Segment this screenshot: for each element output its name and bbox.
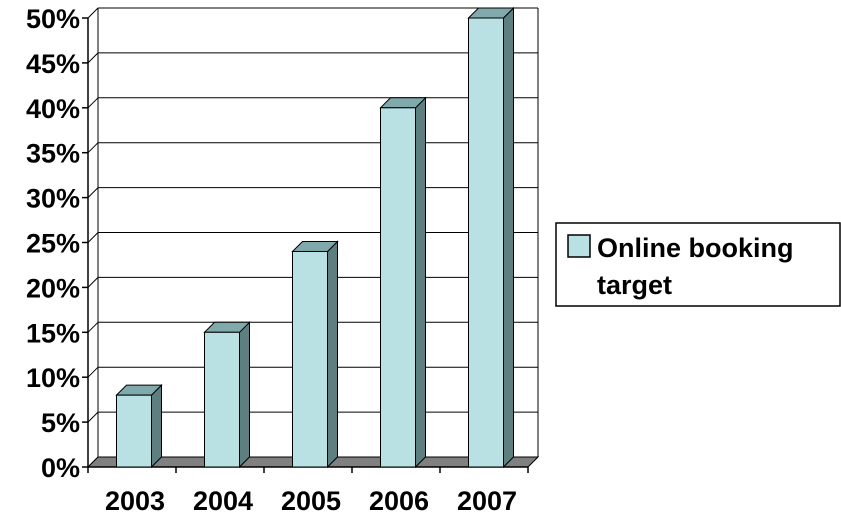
y-tick-label: 5% xyxy=(41,408,80,438)
y-tick-label: 0% xyxy=(41,453,80,483)
x-tick-label: 2003 xyxy=(105,486,165,516)
gridline-diagonal xyxy=(87,321,99,333)
x-tick-labels: 2003 2004 2005 2006 2007 xyxy=(105,486,517,516)
gridline-diagonal xyxy=(87,232,99,243)
y-tick-label: 50% xyxy=(26,4,80,34)
legend-box xyxy=(555,222,841,307)
x-tick-label: 2004 xyxy=(193,486,253,516)
y-tick-label: 15% xyxy=(26,318,80,348)
gridline-diagonal xyxy=(87,142,99,154)
y-tick-label: 30% xyxy=(26,184,80,214)
y-tick-label: 35% xyxy=(26,139,80,169)
gridline-diagonal xyxy=(87,52,99,64)
legend-label-line2: target xyxy=(597,270,672,300)
bar xyxy=(291,240,339,469)
x-tick-label: 2005 xyxy=(281,486,341,516)
gridline-diagonal xyxy=(87,97,99,109)
y-tick-label: 40% xyxy=(26,94,80,124)
bar xyxy=(467,6,515,469)
bar-front xyxy=(380,107,416,468)
bar-side xyxy=(239,321,250,469)
bar xyxy=(115,383,163,469)
bar-front xyxy=(204,331,240,468)
bar-front xyxy=(116,394,152,468)
bar-side xyxy=(415,96,426,469)
gridline-diagonal xyxy=(87,7,99,19)
gridline-diagonal xyxy=(87,187,99,198)
y-tick-label: 45% xyxy=(26,49,80,79)
bar-front xyxy=(468,17,504,468)
y-tick-label: 20% xyxy=(26,273,80,303)
y-tick-labels: 0% 5% 10% 15% 20% 25% 30% 35% 40% 45% 50% xyxy=(26,4,80,483)
bar-side xyxy=(151,383,162,469)
gridline-diagonal xyxy=(87,411,99,423)
bar-side xyxy=(503,6,514,469)
x-tick-label: 2007 xyxy=(457,486,517,516)
bar-front xyxy=(292,250,328,468)
bars xyxy=(115,6,515,469)
legend: Online booking target xyxy=(555,222,841,307)
legend-label-line1: Online booking xyxy=(597,233,794,263)
gridline-diagonal xyxy=(87,366,99,378)
legend-swatch xyxy=(567,234,591,258)
y-tick-label: 10% xyxy=(26,363,80,393)
bar-side xyxy=(327,240,338,469)
y-tick-label: 25% xyxy=(26,229,80,259)
bar xyxy=(379,96,427,469)
bar xyxy=(203,321,251,469)
gridline-diagonal xyxy=(87,277,99,288)
x-tick-label: 2006 xyxy=(369,486,429,516)
